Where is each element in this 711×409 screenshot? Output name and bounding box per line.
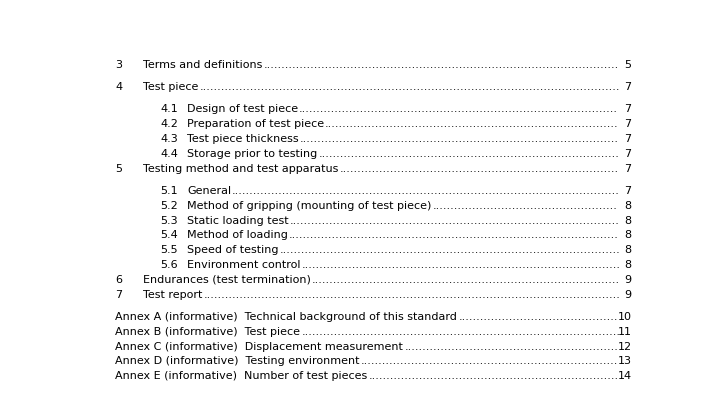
Text: 11: 11 <box>618 326 631 336</box>
Text: 4.1: 4.1 <box>161 104 178 114</box>
Text: 7: 7 <box>624 82 631 92</box>
Text: 7: 7 <box>624 134 631 144</box>
Text: ............................................: ........................................… <box>459 311 618 321</box>
Text: 9: 9 <box>624 274 631 284</box>
Text: 8: 8 <box>624 259 631 270</box>
Text: ................................................................................: ........................................… <box>289 230 619 240</box>
Text: Test piece thickness: Test piece thickness <box>187 134 299 144</box>
Text: 12: 12 <box>618 341 631 351</box>
Text: ................................................................................: ........................................… <box>301 259 621 270</box>
Text: 5.2: 5.2 <box>161 200 178 210</box>
Text: 6: 6 <box>115 274 122 284</box>
Text: 4.3: 4.3 <box>161 134 178 144</box>
Text: 5.1: 5.1 <box>161 185 178 196</box>
Text: 3: 3 <box>115 60 122 70</box>
Text: .....................................................................: ........................................… <box>369 370 619 380</box>
Text: Environment control: Environment control <box>187 259 301 270</box>
Text: 13: 13 <box>618 355 631 366</box>
Text: ................................................................................: ........................................… <box>319 148 619 159</box>
Text: 4: 4 <box>115 82 122 92</box>
Text: Preparation of test piece: Preparation of test piece <box>187 119 324 129</box>
Text: Terms and definitions: Terms and definitions <box>143 60 262 70</box>
Text: 7: 7 <box>624 185 631 196</box>
Text: 14: 14 <box>618 370 631 380</box>
Text: Test report: Test report <box>143 289 202 299</box>
Text: 7: 7 <box>624 119 631 129</box>
Text: Annex E (informative)  Number of test pieces: Annex E (informative) Number of test pie… <box>115 370 368 380</box>
Text: Method of gripping (mounting of test piece): Method of gripping (mounting of test pie… <box>187 200 432 210</box>
Text: Endurances (test termination): Endurances (test termination) <box>143 274 311 284</box>
Text: 7: 7 <box>624 104 631 114</box>
Text: ...........................................................: ........................................… <box>405 341 618 351</box>
Text: 4.2: 4.2 <box>161 119 178 129</box>
Text: 8: 8 <box>624 245 631 255</box>
Text: ................................................................................: ........................................… <box>299 134 619 144</box>
Text: ................................................................................: ........................................… <box>232 185 620 196</box>
Text: ................................................................................: ........................................… <box>301 326 621 336</box>
Text: 5.4: 5.4 <box>161 230 178 240</box>
Text: ................................................................................: ........................................… <box>312 274 620 284</box>
Text: ................................................................................: ........................................… <box>289 215 619 225</box>
Text: ................................................................................: ........................................… <box>325 119 619 129</box>
Text: Annex B (informative)  Test piece: Annex B (informative) Test piece <box>115 326 300 336</box>
Text: Annex D (informative)  Testing environment: Annex D (informative) Testing environmen… <box>115 355 360 366</box>
Text: General: General <box>187 185 231 196</box>
Text: 5.6: 5.6 <box>161 259 178 270</box>
Text: Annex A (informative)  Technical background of this standard: Annex A (informative) Technical backgrou… <box>115 311 457 321</box>
Text: Design of test piece: Design of test piece <box>187 104 298 114</box>
Text: 8: 8 <box>624 230 631 240</box>
Text: ...................................................: ........................................… <box>432 200 617 210</box>
Text: 8: 8 <box>624 215 631 225</box>
Text: .......................................................................: ........................................… <box>361 355 619 366</box>
Text: ................................................................................: ........................................… <box>199 82 620 92</box>
Text: ................................................................................: ........................................… <box>263 60 619 70</box>
Text: 4.4: 4.4 <box>161 148 178 159</box>
Text: Storage prior to testing: Storage prior to testing <box>187 148 317 159</box>
Text: Speed of testing: Speed of testing <box>187 245 279 255</box>
Text: 7: 7 <box>624 164 631 173</box>
Text: 7: 7 <box>624 148 631 159</box>
Text: Testing method and test apparatus: Testing method and test apparatus <box>143 164 338 173</box>
Text: 7: 7 <box>115 289 122 299</box>
Text: .............................................................................: ........................................… <box>339 164 619 173</box>
Text: 5.5: 5.5 <box>161 245 178 255</box>
Text: 9: 9 <box>624 289 631 299</box>
Text: Test piece: Test piece <box>143 82 198 92</box>
Text: 10: 10 <box>618 311 631 321</box>
Text: 5.3: 5.3 <box>161 215 178 225</box>
Text: ................................................................................: ........................................… <box>203 289 620 299</box>
Text: Method of loading: Method of loading <box>187 230 288 240</box>
Text: 5: 5 <box>625 60 631 70</box>
Text: 5: 5 <box>115 164 122 173</box>
Text: Annex C (informative)  Displacement measurement: Annex C (informative) Displacement measu… <box>115 341 403 351</box>
Text: ................................................................................: ........................................… <box>299 104 618 114</box>
Text: Static loading test: Static loading test <box>187 215 289 225</box>
Text: ................................................................................: ........................................… <box>279 245 620 255</box>
Text: 8: 8 <box>624 200 631 210</box>
